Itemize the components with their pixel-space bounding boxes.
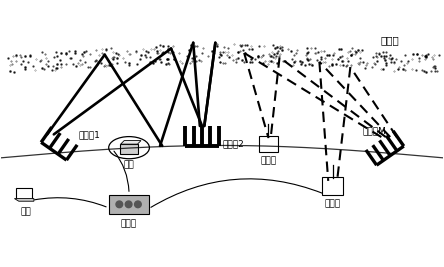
Circle shape <box>116 201 123 208</box>
FancyBboxPatch shape <box>259 136 278 152</box>
Circle shape <box>135 201 141 208</box>
Text: 核心网: 核心网 <box>121 219 137 228</box>
FancyBboxPatch shape <box>322 177 343 195</box>
Polygon shape <box>14 199 34 201</box>
FancyBboxPatch shape <box>109 195 149 214</box>
FancyBboxPatch shape <box>16 189 32 199</box>
Text: 窃听者: 窃听者 <box>325 199 341 209</box>
Text: 固定站M: 固定站M <box>363 127 387 136</box>
Text: 信源: 信源 <box>21 207 32 217</box>
Text: 电离层: 电离层 <box>381 36 400 46</box>
Text: 窃听者: 窃听者 <box>261 156 277 166</box>
Text: 用户: 用户 <box>124 160 135 169</box>
Circle shape <box>125 201 132 208</box>
Text: 固定站2: 固定站2 <box>222 139 244 148</box>
Polygon shape <box>121 141 141 144</box>
FancyBboxPatch shape <box>120 144 138 154</box>
Text: 固定站1: 固定站1 <box>78 130 100 139</box>
